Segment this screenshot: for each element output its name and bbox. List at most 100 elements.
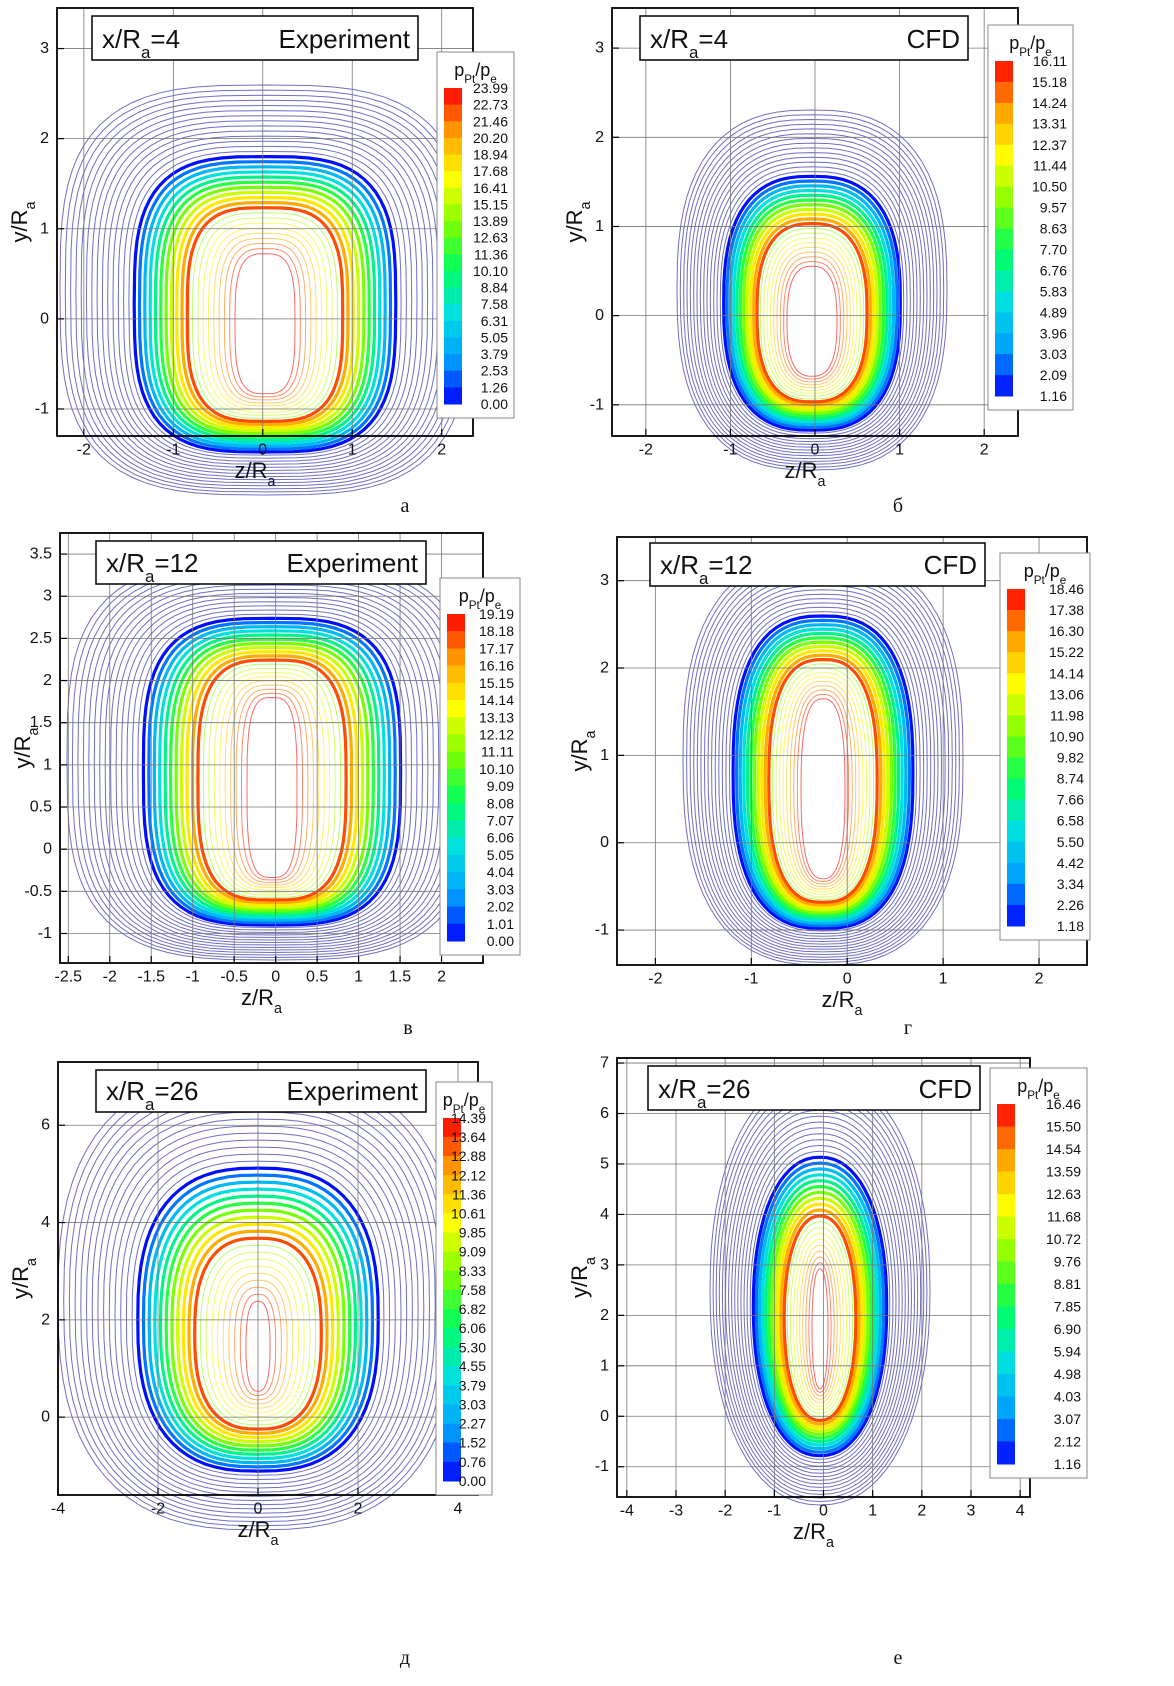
colorbar-tick-label: 11.11 bbox=[481, 744, 514, 760]
colorbar-band bbox=[447, 906, 465, 925]
x-tick-label: -2 bbox=[77, 442, 91, 459]
contour-line bbox=[763, 1179, 877, 1444]
colorbar-band bbox=[443, 1308, 461, 1329]
colorbar-title-part: /p bbox=[464, 1090, 479, 1110]
colorbar-tick-label: 0.76 bbox=[459, 1454, 486, 1470]
colorbar-tick-label: 7.70 bbox=[1040, 241, 1067, 257]
contour-line bbox=[70, 94, 460, 490]
colorbar-band bbox=[995, 144, 1013, 167]
title-box bbox=[91, 15, 419, 61]
colorbar-title: pPt/pe bbox=[443, 1090, 486, 1116]
contour-line bbox=[205, 1251, 311, 1422]
contour-line bbox=[97, 1118, 419, 1502]
title-box bbox=[639, 15, 969, 61]
y-tick-label: 3.5 bbox=[30, 546, 52, 563]
colorbar-tick-label: 2.26 bbox=[1057, 897, 1084, 913]
y-tick-label: 3 bbox=[600, 1256, 609, 1273]
contour-line bbox=[85, 110, 445, 481]
x-axis-label: z/Ra bbox=[241, 985, 282, 1017]
contour-line bbox=[706, 152, 918, 445]
contour-line bbox=[808, 1262, 832, 1393]
colorbar-tick-label: 9.82 bbox=[1057, 750, 1084, 766]
colorbar-band bbox=[444, 337, 462, 355]
x-tick-label: 2 bbox=[437, 442, 446, 459]
colorbar-band bbox=[443, 1213, 461, 1234]
colorbar-band bbox=[444, 137, 462, 156]
colorbar-title-part: e bbox=[495, 599, 502, 612]
contour-line bbox=[174, 641, 370, 912]
contour-line bbox=[734, 618, 912, 928]
contour-line bbox=[776, 251, 848, 386]
colorbar-band bbox=[1007, 736, 1025, 758]
colorbar-title-part: p bbox=[443, 1090, 453, 1110]
contour-line bbox=[101, 125, 429, 472]
contour-line bbox=[805, 1256, 835, 1397]
colorbar-tick-label: 15.15 bbox=[473, 196, 508, 212]
contour-line bbox=[158, 1194, 358, 1456]
contour-line bbox=[737, 1127, 903, 1474]
colorbar-tick-label: 7.66 bbox=[1057, 792, 1084, 808]
colorbar-tick-label: 4.03 bbox=[1054, 1388, 1081, 1404]
x-tick-label: 2 bbox=[354, 1501, 363, 1518]
y-tick-label: 1 bbox=[40, 220, 49, 237]
contour-line bbox=[713, 161, 911, 440]
contour-line bbox=[88, 576, 456, 951]
contour-line bbox=[75, 99, 455, 487]
x-tick-label: 4 bbox=[454, 1501, 463, 1518]
colorbar-band bbox=[997, 1284, 1015, 1308]
contour-line bbox=[773, 246, 851, 389]
colorbar-title-part: e bbox=[1053, 1089, 1060, 1102]
x-tick-label: 1 bbox=[868, 1503, 877, 1520]
y-tick-label: 3 bbox=[600, 572, 609, 589]
colorbar-tick-label: 10.50 bbox=[1032, 179, 1067, 195]
colorbar-tick-label: 7.85 bbox=[1054, 1299, 1081, 1315]
colorbar-tick-label: 4.89 bbox=[1040, 304, 1067, 320]
colorbar-band bbox=[447, 854, 465, 873]
colorbar-title: pPt/pe bbox=[459, 586, 502, 612]
colorbar-band bbox=[444, 254, 462, 272]
contour-line bbox=[799, 1244, 841, 1404]
colorbar-band bbox=[447, 648, 465, 667]
contour-line bbox=[679, 114, 945, 468]
contour-line bbox=[759, 227, 865, 400]
y-tick-label: 7 bbox=[600, 1055, 609, 1072]
y-tick-label: 4 bbox=[600, 1206, 609, 1223]
contour-line bbox=[718, 1092, 922, 1495]
colorbar-tick-label: 9.85 bbox=[459, 1225, 486, 1241]
x-axis-label-part: z/R bbox=[793, 1519, 826, 1544]
contour-line bbox=[743, 1139, 897, 1467]
panel-caption: б bbox=[893, 495, 903, 517]
y-axis-label-part: a bbox=[24, 1258, 40, 1266]
colorbar-tick-label: 22.73 bbox=[473, 97, 508, 113]
colorbar-tick-label: 15.18 bbox=[1032, 74, 1067, 90]
x-tick-label: -2 bbox=[718, 1503, 732, 1520]
colorbar-tick-label: 18.94 bbox=[473, 147, 508, 163]
x-tick-label: 0 bbox=[819, 1503, 828, 1520]
contour-line bbox=[793, 689, 853, 885]
contour-line bbox=[725, 179, 899, 430]
contour-line bbox=[125, 1153, 391, 1481]
y-tick-label: -1 bbox=[35, 400, 49, 417]
contour-line bbox=[223, 242, 307, 401]
colorbar-tick-label: 5.05 bbox=[481, 329, 508, 345]
colorbar-tick-label: 8.63 bbox=[1040, 221, 1067, 237]
colorbar-band bbox=[443, 1461, 461, 1482]
contour-line bbox=[234, 1286, 282, 1401]
colorbar-title-part: p bbox=[459, 586, 469, 606]
chart-title-part: a bbox=[145, 567, 155, 586]
contour-line bbox=[196, 658, 348, 902]
contour-line bbox=[782, 676, 864, 893]
x-tick-label: -2 bbox=[151, 1501, 165, 1518]
contour-line bbox=[193, 1236, 323, 1431]
contour-line bbox=[148, 170, 382, 445]
contour-line bbox=[714, 593, 932, 943]
colorbar-tick-label: 13.89 bbox=[473, 213, 508, 229]
colorbar-tick-label: 12.37 bbox=[1032, 137, 1067, 153]
y-tick-label: 3 bbox=[43, 588, 52, 605]
contour-line bbox=[115, 596, 429, 939]
x-axis-label-part: z/R bbox=[241, 985, 274, 1010]
colorbar-band bbox=[447, 923, 465, 942]
panel-caption: г bbox=[904, 1017, 912, 1039]
contour-line bbox=[235, 688, 309, 884]
y-tick-label: 0 bbox=[595, 307, 604, 324]
